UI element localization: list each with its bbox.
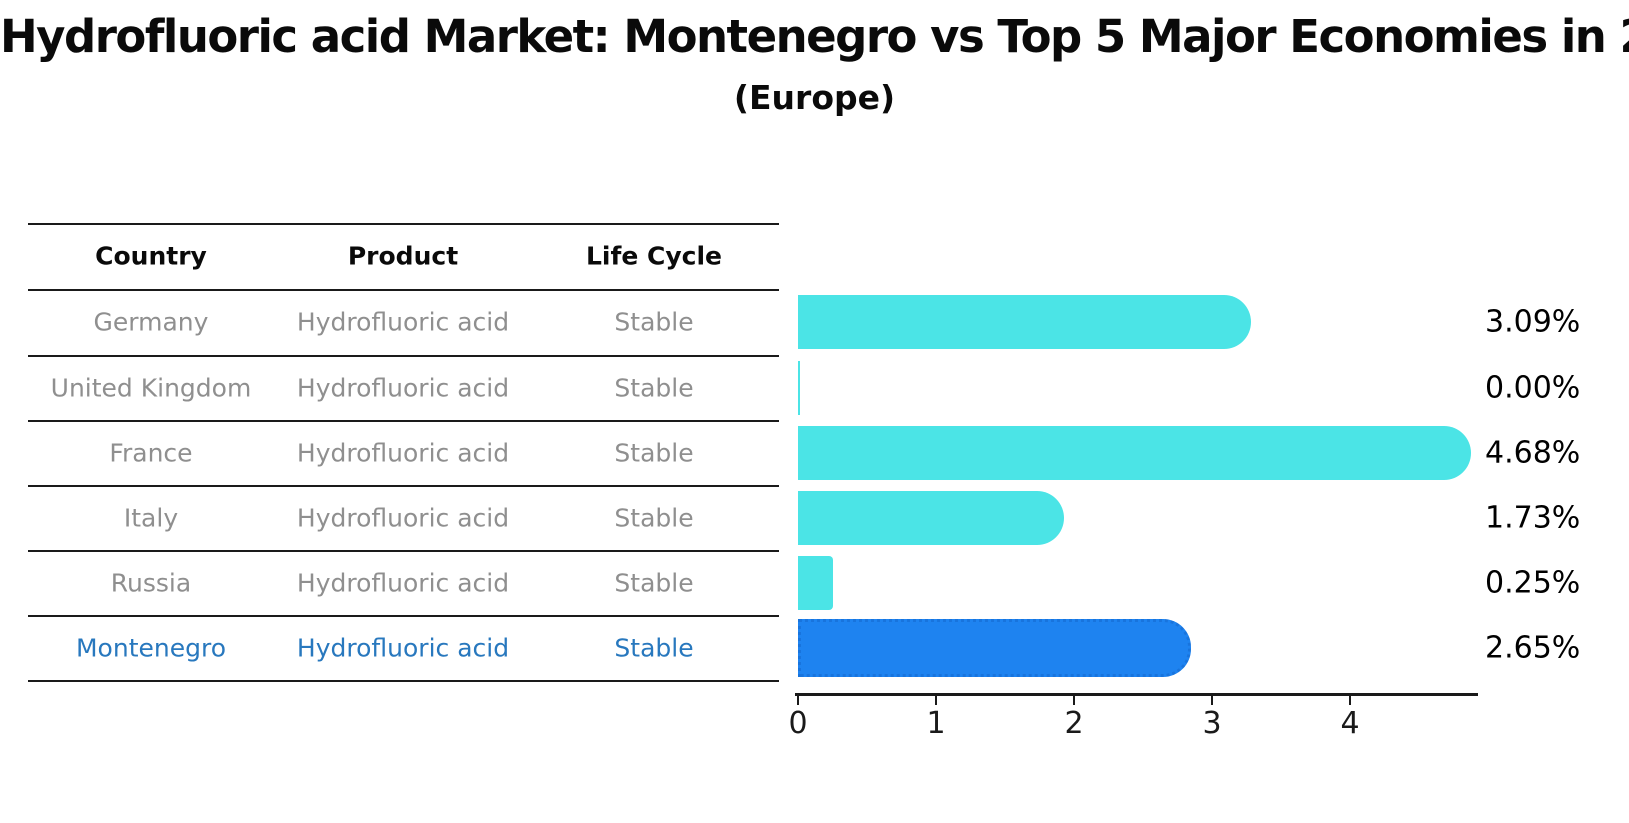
value-label-united-kingdom: 0.00% [1485, 370, 1581, 405]
table-cell-country-france: France [109, 438, 193, 467]
bar-russia [798, 556, 833, 610]
chart-title: Hydrofluoric acid Market: Montenegro vs … [0, 10, 1629, 63]
table-cell-country-russia: Russia [110, 568, 192, 597]
table-cell-country-montenegro: Montenegro [75, 633, 227, 662]
table-cell-product-france: Hydrofluoric acid [296, 438, 510, 467]
table-cell-product-russia: Hydrofluoric acid [296, 568, 510, 597]
table-cell-product-united-kingdom: Hydrofluoric acid [296, 373, 510, 402]
table-rule-6 [28, 615, 779, 617]
column-header-product: Product [347, 241, 459, 271]
x-axis-tick-label-1: 1 [926, 706, 946, 741]
value-label-france: 4.68% [1485, 435, 1581, 470]
bar-france [798, 426, 1471, 480]
bar-germany [798, 295, 1251, 349]
x-axis-tick-label-2: 2 [1064, 706, 1084, 741]
bar-united-kingdom [798, 361, 800, 415]
bar-montenegro [798, 619, 1191, 677]
bar-italy [798, 491, 1064, 545]
table-cell-country-italy: Italy [123, 503, 179, 532]
x-axis-tick-1 [935, 695, 937, 705]
table-cell-country-germany: Germany [93, 307, 209, 337]
table-cell-life_cycle-france: Stable [614, 438, 694, 467]
table-cell-product-montenegro: Hydrofluoric acid [296, 633, 510, 662]
table-cell-life_cycle-montenegro: Stable [614, 633, 694, 662]
table-rule-7 [28, 680, 779, 682]
table-cell-product-italy: Hydrofluoric acid [296, 503, 510, 532]
value-label-russia: 0.25% [1485, 565, 1581, 600]
x-axis-tick-4 [1349, 695, 1351, 705]
table-cell-country-united-kingdom: United Kingdom [50, 373, 252, 402]
column-header-life-cycle: Life Cycle [585, 241, 723, 271]
table-rule-4 [28, 485, 779, 487]
table-rule-2 [28, 355, 779, 357]
table-rule-1 [28, 289, 779, 291]
table-cell-life_cycle-united-kingdom: Stable [614, 373, 694, 402]
table-rule-0 [28, 223, 779, 225]
column-header-country: Country [95, 241, 207, 271]
table-cell-product-germany: Hydrofluoric acid [296, 307, 510, 337]
table-cell-life_cycle-germany: Stable [614, 307, 694, 337]
table-cell-life_cycle-italy: Stable [614, 503, 694, 532]
table-rule-5 [28, 550, 779, 552]
table-cell-life_cycle-russia: Stable [614, 568, 694, 597]
x-axis-tick-3 [1211, 695, 1213, 705]
x-axis-tick-label-3: 3 [1202, 706, 1222, 741]
x-axis-line [795, 693, 1478, 696]
x-axis-tick-label-0: 0 [788, 706, 808, 741]
chart-subtitle: (Europe) [733, 78, 896, 117]
x-axis-tick-2 [1073, 695, 1075, 705]
value-label-italy: 1.73% [1485, 500, 1581, 535]
value-label-montenegro: 2.65% [1485, 630, 1581, 665]
table-rule-3 [28, 420, 779, 422]
x-axis-tick-label-4: 4 [1340, 706, 1360, 741]
value-label-germany: 3.09% [1485, 304, 1581, 340]
x-axis-tick-0 [797, 695, 799, 705]
